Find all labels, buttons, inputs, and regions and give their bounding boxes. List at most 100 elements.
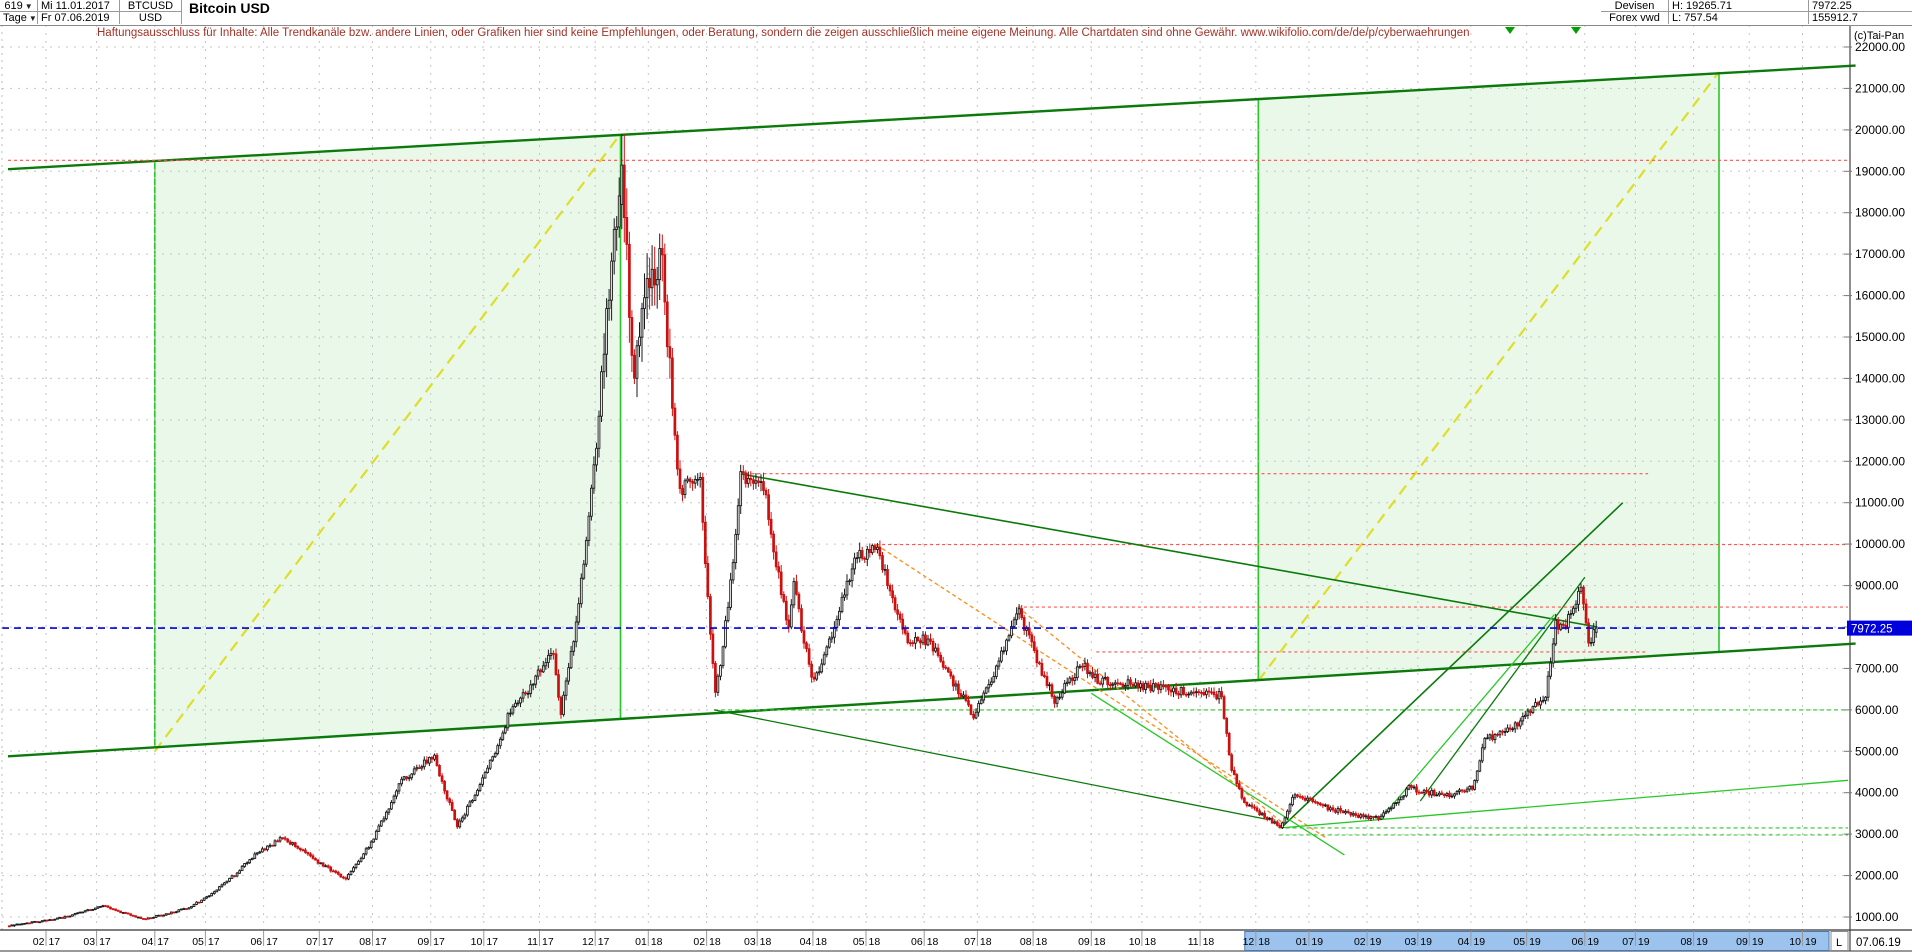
price-chart-canvas[interactable]: 1000.002000.003000.004000.005000.006000.… bbox=[0, 0, 1912, 952]
price-axis-label: 1000.00 bbox=[1855, 910, 1899, 924]
month-label: 19 bbox=[1752, 936, 1764, 948]
month-label: 19 bbox=[1638, 936, 1650, 948]
month-label: 19 bbox=[1587, 936, 1599, 948]
month-label: 05 bbox=[853, 936, 865, 948]
chart-header: 619▼ Tage▼ Mi 11.01.2017 Fr 07.06.2019 B… bbox=[0, 0, 1912, 26]
month-label: 10 bbox=[471, 936, 483, 948]
price-axis-label: 4000.00 bbox=[1855, 786, 1899, 800]
bars-count-dropdown[interactable]: 619▼ bbox=[0, 0, 38, 12]
month-label: 03 bbox=[744, 936, 756, 948]
month-label: 18 bbox=[927, 936, 939, 948]
month-label: 17 bbox=[48, 936, 60, 948]
price-axis-label: 15000.00 bbox=[1855, 330, 1905, 344]
bars-count-value: 619 bbox=[4, 0, 22, 12]
month-label: 08 bbox=[1020, 936, 1032, 948]
month-label: 09 bbox=[1078, 936, 1090, 948]
price-axis-label: 18000.00 bbox=[1855, 206, 1905, 220]
month-label: 18 bbox=[1094, 936, 1106, 948]
month-label: 06 bbox=[250, 936, 262, 948]
price-axis-label: 17000.00 bbox=[1855, 247, 1905, 261]
month-label: 03 bbox=[83, 936, 95, 948]
trend-line bbox=[714, 710, 1268, 820]
month-label: 12 bbox=[582, 936, 594, 948]
month-label: 03 bbox=[1405, 936, 1417, 948]
disclaimer-text: Haftungsausschluss für Inhalte: Alle Tre… bbox=[97, 27, 1557, 39]
price-axis-label: 11000.00 bbox=[1855, 496, 1904, 510]
feed-label: Forex vwd bbox=[1601, 12, 1669, 24]
timeframe-value: Tage bbox=[3, 12, 27, 24]
period-low: L: 757.54 bbox=[1669, 12, 1809, 24]
month-label: 17 bbox=[375, 936, 387, 948]
month-label: 05 bbox=[192, 936, 204, 948]
dropdown-arrow-icon: ▼ bbox=[25, 2, 33, 11]
currency-label: USD bbox=[120, 12, 182, 24]
dropdown-arrow-icon: ▼ bbox=[29, 14, 37, 23]
month-label: 08 bbox=[1680, 936, 1692, 948]
month-label: 18 bbox=[1203, 936, 1215, 948]
month-label: 01 bbox=[635, 936, 647, 948]
date-to: Fr 07.06.2019 bbox=[38, 12, 120, 24]
month-label: 11 bbox=[527, 936, 538, 948]
month-label: 06 bbox=[1572, 936, 1584, 948]
trend-line bbox=[1281, 780, 1848, 828]
month-label: 10 bbox=[1129, 936, 1141, 948]
last-bar-date: 07.06.19 bbox=[1856, 937, 1901, 949]
month-label: 04 bbox=[800, 936, 812, 948]
month-label: 17 bbox=[486, 936, 498, 948]
month-label: 19 bbox=[1370, 936, 1382, 948]
copyright-label: (c)Tai-Pan bbox=[1854, 30, 1904, 42]
month-label: 02 bbox=[1354, 936, 1366, 948]
price-axis-label: 14000.00 bbox=[1855, 371, 1905, 385]
price-axis-label: 20000.00 bbox=[1855, 123, 1905, 137]
month-label: 18 bbox=[869, 936, 881, 948]
month-label: 19 bbox=[1311, 936, 1323, 948]
price-axis-label: 7000.00 bbox=[1855, 661, 1899, 675]
price-axis-label: 22000.00 bbox=[1855, 40, 1905, 54]
month-label: 06 bbox=[911, 936, 923, 948]
date-from: Mi 11.01.2017 bbox=[38, 0, 120, 12]
month-label: 18 bbox=[815, 936, 827, 948]
month-label: 04 bbox=[142, 936, 154, 948]
month-label: 17 bbox=[542, 936, 554, 948]
month-label: 02 bbox=[693, 936, 705, 948]
month-label: 17 bbox=[322, 936, 334, 948]
month-label: 19 bbox=[1473, 936, 1485, 948]
period-high: H: 19265.71 bbox=[1669, 0, 1809, 12]
price-axis-label: 3000.00 bbox=[1855, 827, 1899, 841]
month-label: 17 bbox=[266, 936, 278, 948]
last-price-header: 7972.25 bbox=[1809, 0, 1912, 12]
month-label: 18 bbox=[760, 936, 772, 948]
month-label: 18 bbox=[1258, 936, 1270, 948]
month-label: 09 bbox=[1736, 936, 1748, 948]
turnover-header: 155912.7 bbox=[1809, 12, 1912, 24]
month-label: 17 bbox=[99, 936, 111, 948]
month-label: 19 bbox=[1420, 936, 1432, 948]
month-label: 17 bbox=[433, 936, 445, 948]
timeframe-dropdown[interactable]: Tage▼ bbox=[0, 12, 38, 24]
last-bar-label: L bbox=[1836, 937, 1842, 949]
price-axis-label: 16000.00 bbox=[1855, 289, 1905, 303]
month-label: 17 bbox=[208, 936, 220, 948]
category-label: Devisen bbox=[1601, 0, 1669, 12]
price-axis-label: 12000.00 bbox=[1855, 454, 1905, 468]
price-axis-label: 6000.00 bbox=[1855, 703, 1899, 717]
signal-marker-icon bbox=[1571, 27, 1581, 34]
month-label: 18 bbox=[1144, 936, 1156, 948]
month-label: 05 bbox=[1513, 936, 1525, 948]
price-axis-label: 10000.00 bbox=[1855, 537, 1905, 551]
month-label: 17 bbox=[598, 936, 610, 948]
price-axis-label: 21000.00 bbox=[1855, 81, 1905, 95]
month-label: 18 bbox=[709, 936, 721, 948]
last-price-badge-text: 7972.25 bbox=[1851, 623, 1893, 635]
price-axis-label: 9000.00 bbox=[1855, 579, 1899, 593]
month-label: 09 bbox=[417, 936, 429, 948]
month-label: 17 bbox=[157, 936, 169, 948]
chart-window: 1000.002000.003000.004000.005000.006000.… bbox=[0, 0, 1912, 952]
month-label: 19 bbox=[1696, 936, 1708, 948]
price-axis-label: 13000.00 bbox=[1855, 413, 1905, 427]
month-label: 19 bbox=[1805, 936, 1817, 948]
month-label: 07 bbox=[306, 936, 318, 948]
instrument-title: Bitcoin USD bbox=[183, 0, 276, 24]
symbol-label: BTCUSD bbox=[120, 0, 182, 12]
month-label: 12 bbox=[1243, 936, 1255, 948]
